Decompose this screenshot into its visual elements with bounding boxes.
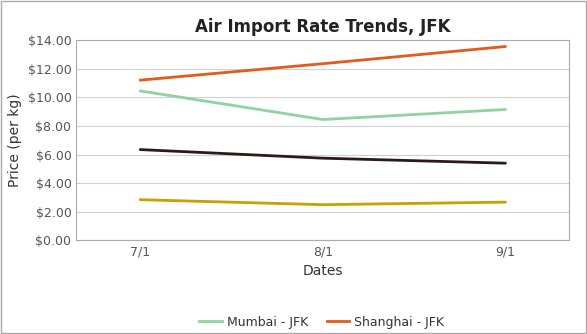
Legend: Mumbai - JFK, London - JFK, Shanghai - JFK, Sao Paulo - JFK: Mumbai - JFK, London - JFK, Shanghai - J…	[194, 311, 451, 334]
X-axis label: Dates: Dates	[303, 264, 343, 278]
Title: Air Import Rate Trends, JFK: Air Import Rate Trends, JFK	[195, 18, 451, 36]
Y-axis label: Price (per kg): Price (per kg)	[8, 94, 22, 187]
